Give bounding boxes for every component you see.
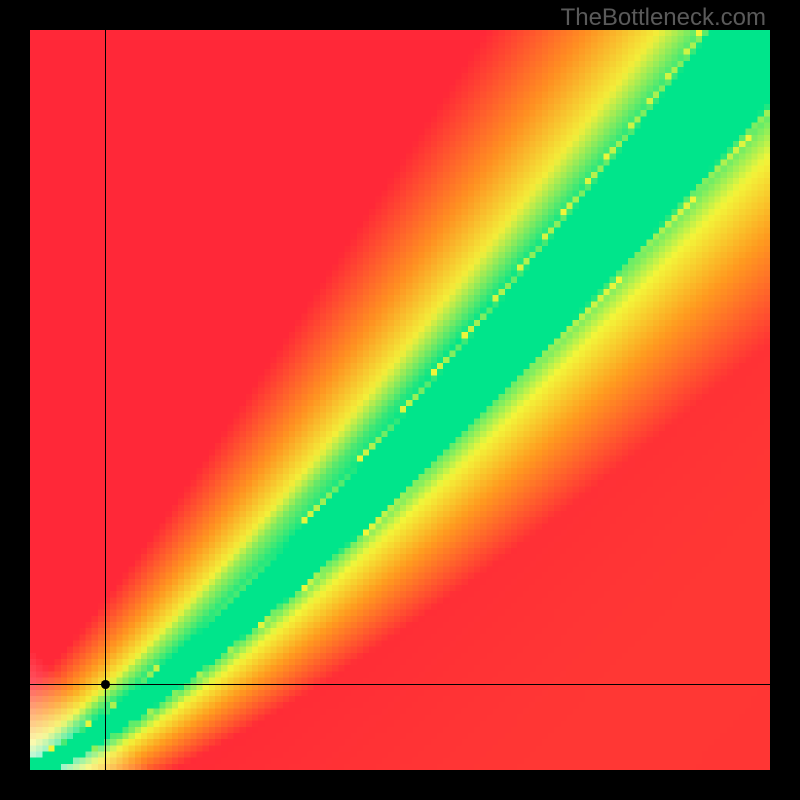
crosshair-vertical <box>105 30 106 770</box>
heatmap-canvas <box>30 30 770 770</box>
crosshair-dot <box>100 679 111 690</box>
heatmap-plot <box>30 30 770 770</box>
watermark: TheBottleneck.com <box>561 4 766 32</box>
frame-bottom <box>0 770 800 800</box>
crosshair-horizontal <box>30 684 770 685</box>
frame-left <box>0 0 30 800</box>
frame-right <box>770 0 800 800</box>
